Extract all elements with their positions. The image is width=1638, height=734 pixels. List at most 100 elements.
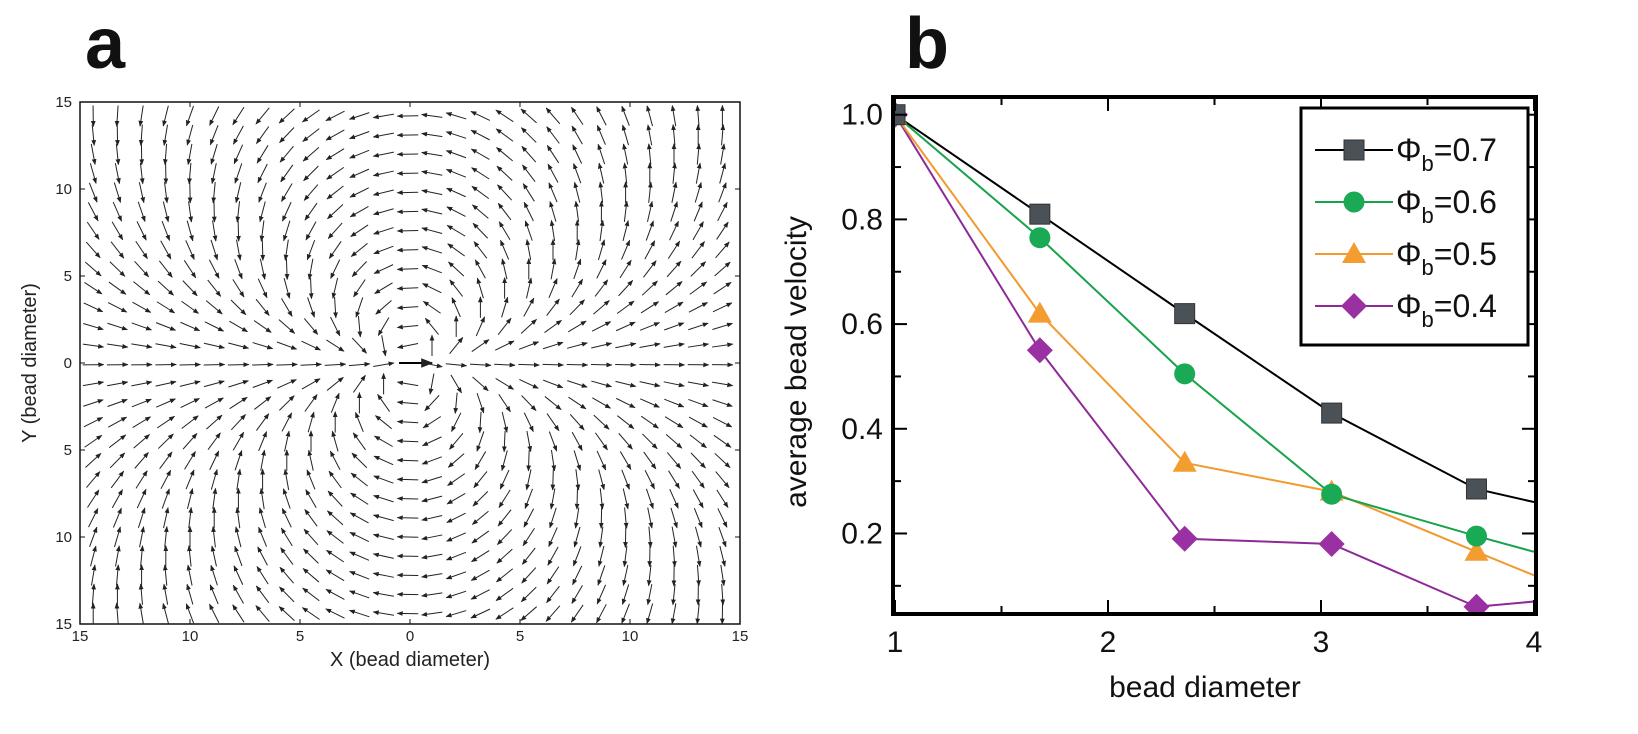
quiver-arrow xyxy=(350,472,368,487)
data-point-diamond xyxy=(1463,593,1490,612)
quiver-arrow xyxy=(694,181,702,203)
quiver-arrow xyxy=(134,452,149,469)
quiver-arrow xyxy=(548,527,558,548)
quiver-arrow xyxy=(521,547,536,565)
quiver-arrow xyxy=(691,241,705,259)
quiver-arrow xyxy=(621,584,630,605)
quiver-arrow xyxy=(110,470,125,489)
quiver-y-tick-label: 5 xyxy=(64,268,72,285)
quiver-arrow xyxy=(421,476,443,484)
quiver-arrow xyxy=(575,469,581,491)
quiver-arrow xyxy=(501,258,508,280)
quiver-arrow xyxy=(570,604,584,623)
quiver-arrow xyxy=(256,565,269,585)
quiver-arrow xyxy=(716,221,729,240)
quiver-arrow xyxy=(622,143,629,165)
quiver-arrow xyxy=(255,585,270,604)
x-tick-label: 3 xyxy=(1313,626,1330,659)
quiver-arrow xyxy=(349,149,370,159)
quiver-arrow xyxy=(717,508,728,528)
quiver-arrow xyxy=(525,239,532,261)
quiver-arrow xyxy=(524,488,533,510)
quiver-arrow xyxy=(180,321,201,332)
quiver-arrow xyxy=(396,438,419,444)
quiver-arrow xyxy=(260,449,266,471)
quiver-arrow xyxy=(470,589,490,600)
quiver-arrow xyxy=(109,261,126,277)
quiver-arrow xyxy=(525,277,533,299)
quiver-arrow xyxy=(571,585,583,604)
y-tick-label: 0.6 xyxy=(841,308,883,341)
quiver-arrow xyxy=(325,129,345,141)
quiver-arrow xyxy=(499,469,510,490)
quiver-arrow xyxy=(233,144,244,165)
quiver-arrow xyxy=(280,547,294,565)
quiver-arrow xyxy=(696,564,701,587)
quiver-arrow xyxy=(203,380,225,388)
quiver-arrow xyxy=(569,414,585,431)
panel-letter-b: b xyxy=(905,4,949,84)
quiver-arrow xyxy=(591,342,613,349)
quiver-arrow xyxy=(259,258,267,280)
quiver-arrow xyxy=(571,125,583,145)
quiver-arrow xyxy=(646,143,652,165)
quiver-arrow xyxy=(372,170,394,177)
quiver-arrow xyxy=(305,489,317,509)
quiver-arrow xyxy=(495,587,514,601)
quiver-arrow xyxy=(448,261,465,277)
data-point-square xyxy=(1174,303,1196,325)
quiver-arrow xyxy=(372,132,394,139)
quiver-arrow xyxy=(501,430,507,453)
quiver-arrow xyxy=(453,392,459,415)
quiver-arrow xyxy=(645,220,654,241)
quiver-arrow xyxy=(396,305,419,311)
quiver-arrow xyxy=(594,432,608,451)
quiver-arrow xyxy=(327,490,343,507)
quiver-arrow xyxy=(476,431,485,452)
quiver-arrow xyxy=(303,548,319,564)
quiver-arrow xyxy=(279,586,295,603)
quiver-arrow xyxy=(446,493,466,505)
quiver-arrow xyxy=(519,379,539,389)
quiver-arrow xyxy=(520,318,537,334)
quiver-arrow xyxy=(424,395,440,412)
quiver-arrow xyxy=(672,162,677,184)
quiver-arrow xyxy=(84,282,103,295)
quiver-x-tick-label: 15 xyxy=(72,628,89,645)
quiver-arrow xyxy=(160,469,172,490)
quiver-arrow xyxy=(131,398,152,408)
quiver-arrow xyxy=(208,259,220,279)
quiver-arrow xyxy=(374,435,393,447)
quiver-arrow xyxy=(301,109,320,123)
quiver-arrow xyxy=(352,432,366,451)
x-tick-label: 2 xyxy=(1100,626,1117,659)
quiver-arrow xyxy=(618,433,633,450)
quiver-arrow xyxy=(136,488,147,509)
quiver-arrow xyxy=(446,532,466,542)
quiver-arrow xyxy=(446,187,466,198)
quiver-arrow xyxy=(667,240,681,259)
quiver-arrow xyxy=(692,489,704,509)
quiver-arrow xyxy=(518,362,540,368)
quiver-arrow xyxy=(257,163,268,184)
quiver-arrow xyxy=(349,571,370,580)
quiver-arrow xyxy=(280,164,294,183)
quiver-arrow xyxy=(188,201,194,223)
quiver-arrow xyxy=(546,144,560,164)
quiver-arrow xyxy=(549,507,557,529)
quiver-arrow xyxy=(84,261,102,277)
quiver-arrow xyxy=(445,551,467,561)
quiver-arrow xyxy=(690,452,706,469)
quiver-arrow xyxy=(210,144,218,165)
quiver-arrow xyxy=(421,150,443,157)
quiver-arrow xyxy=(355,297,364,318)
quiver-arrow xyxy=(640,301,660,314)
quiver-arrow xyxy=(473,241,488,259)
quiver-arrow xyxy=(591,380,613,388)
line-chart-ticks: 1 2 3 4 0.2 0.4 0.6 0.8 1.0 xyxy=(841,99,1542,659)
legend-marker-square xyxy=(1343,139,1365,161)
quiver-arrow xyxy=(615,380,637,388)
quiver-arrow xyxy=(422,300,441,314)
data-point-diamond xyxy=(1026,337,1053,364)
quiver-arrow xyxy=(373,455,394,466)
